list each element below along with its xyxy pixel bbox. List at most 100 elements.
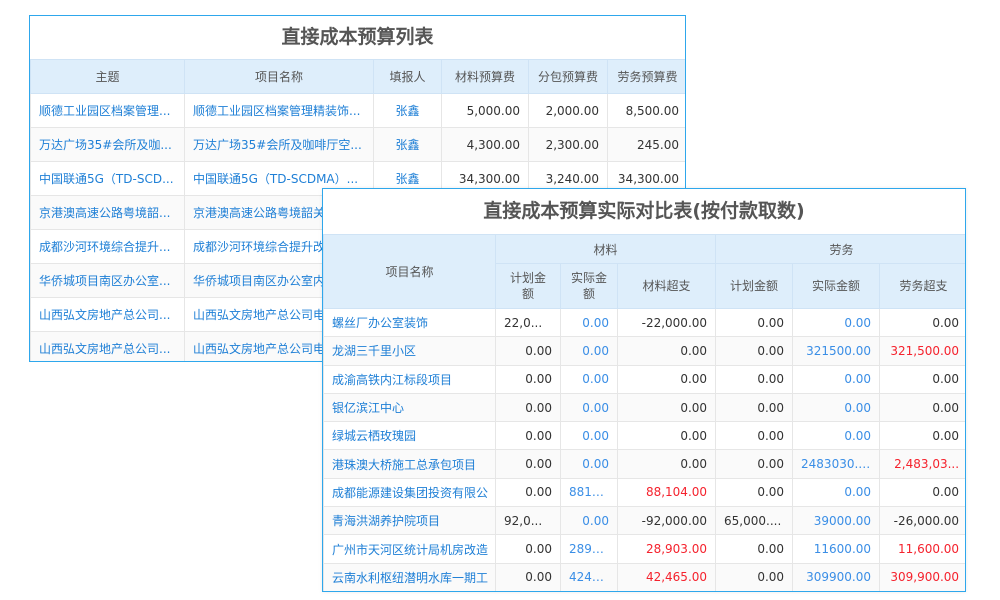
cell-la[interactable]: 11600.00	[792, 534, 881, 564]
table-row[interactable]: 港珠澳大桥施工总承包项目 0.00 0.00 0.00 0.00 2483030.00 2,…	[323, 449, 965, 479]
cell-name[interactable]: 龙湖三千里小区	[323, 336, 496, 366]
table-row[interactable]: 绿城云栖玫瑰园 0.00 0.00 0.00 0.00 0.00 0.00	[323, 421, 965, 451]
cell-la[interactable]: 309900.00	[792, 562, 881, 591]
cell-lp: 0.00	[715, 534, 794, 564]
group-header-material: 材料	[494, 234, 717, 264]
cell-mo: 0.00	[616, 364, 717, 394]
cell-name[interactable]: 银亿滨江中心	[323, 392, 496, 423]
col-header[interactable]: 分包预算费	[528, 59, 608, 94]
cell-name[interactable]: 绿城云栖玫瑰园	[323, 421, 496, 451]
cell-subject[interactable]: 顺德工业园区档案管理...	[30, 93, 185, 128]
table-row[interactable]: 成渝高铁内江标段项目 0.00 0.00 0.00 0.00 0.00 0.00	[323, 364, 965, 394]
cell-name[interactable]: 港珠澳大桥施工总承包项目	[323, 449, 496, 479]
cell-subject[interactable]: 山西弘文房地产总公司...	[30, 297, 185, 332]
group-header-labor: 劳务	[715, 234, 965, 264]
table-row[interactable]: 广州市天河区统计局机房改造0.0028903.0028,903.000.0011…	[323, 534, 965, 564]
cell-subject[interactable]: 山西弘文房地产总公司...	[30, 331, 185, 361]
cell-lp: 0.00	[715, 392, 794, 423]
cell-ma[interactable]: 0.00	[560, 392, 618, 423]
cell-lo: 309,900.00	[879, 562, 965, 591]
table-row[interactable]: 龙湖三千里小区 0.00 0.00 0.00 0.00 321500.00 321,500.…	[323, 336, 965, 366]
table-row[interactable]: 成都能源建设集团投资有限公0.0088104.0088,104.000.000.…	[323, 477, 965, 508]
cell-la[interactable]: 0.00	[792, 477, 881, 508]
cell-name[interactable]: 螺丝厂办公室装饰	[323, 307, 496, 338]
cell-ma[interactable]: 0.00	[560, 364, 618, 394]
cell-ma[interactable]: 0.00	[560, 506, 618, 536]
cell-lp: 0.00	[715, 336, 794, 366]
cell-lp: 0.00	[715, 477, 794, 508]
cell-la[interactable]: 0.00	[792, 307, 881, 338]
cell-ma[interactable]: 0.00	[560, 307, 618, 338]
col-header[interactable]: 主题	[30, 59, 185, 94]
col-header[interactable]: 材料预算费	[441, 59, 529, 94]
col-header-project-name: 项目名称	[323, 234, 496, 309]
cell-name[interactable]: 成都能源建设集团投资有限公	[323, 477, 496, 508]
cell-subject[interactable]: 华侨城项目南区办公室...	[30, 263, 185, 298]
cell-mo: 0.00	[616, 392, 717, 423]
cell-la[interactable]: 321500.00	[792, 336, 881, 366]
table-row[interactable]: 青海洪湖养护院项目 92,0... 0.00 -92,000.00 65,000....…	[323, 506, 965, 536]
cell-ma[interactable]: 88104.00	[560, 477, 618, 508]
table-row[interactable]: 顺德工业园区档案管理... 顺德工业园区档案管理精装饰... 张鑫 5,000.00 2…	[30, 93, 685, 128]
cell-mo: 0.00	[616, 336, 717, 366]
cell-ma[interactable]: 0.00	[560, 421, 618, 451]
cell-subcontract: 2,300.00	[528, 127, 608, 162]
budget-list-title: 直接成本预算列表	[281, 26, 434, 48]
cell-material: 4,300.00	[441, 127, 529, 162]
cell-mo: 88,104.00	[616, 477, 717, 508]
cell-mp: 0.00	[495, 449, 561, 479]
cell-la[interactable]: 0.00	[792, 421, 881, 451]
cell-mo: 0.00	[616, 449, 717, 479]
sub-header: 实际金额	[792, 263, 881, 309]
cell-mo: 42,465.00	[616, 562, 717, 591]
cell-lo: 2,483,03...	[879, 449, 965, 479]
cell-labor: 8,500.00	[607, 93, 685, 128]
cell-lo: -26,000.00	[879, 506, 965, 536]
col-header[interactable]: 项目名称	[184, 59, 374, 94]
col-header[interactable]: 填报人	[373, 59, 442, 94]
cell-subject[interactable]: 万达广场35#会所及咖...	[30, 127, 185, 162]
cell-project[interactable]: 万达广场35#会所及咖啡厅空...	[184, 127, 374, 162]
cell-name[interactable]: 云南水利枢纽潜明水库一期工	[323, 562, 496, 591]
cell-lo: 321,500.00	[879, 336, 965, 366]
cell-la[interactable]: 0.00	[792, 392, 881, 423]
cell-reporter[interactable]: 张鑫	[373, 127, 442, 162]
cell-la[interactable]: 39000.00	[792, 506, 881, 536]
table-row[interactable]: 万达广场35#会所及咖... 万达广场35#会所及咖啡厅空... 张鑫 4,300.0…	[30, 127, 685, 162]
cell-lp: 0.00	[715, 364, 794, 394]
table-row[interactable]: 云南水利枢纽潜明水库一期工0.0042465.0042,465.000.0030…	[323, 562, 965, 591]
cell-subject[interactable]: 中国联通5G（TD-SCD...	[30, 161, 185, 196]
cell-lo: 0.00	[879, 421, 965, 451]
sub-header: 计划金额	[715, 263, 794, 309]
cell-name[interactable]: 广州市天河区统计局机房改造	[323, 534, 496, 564]
cell-mo: -22,000.00	[616, 307, 717, 338]
cell-subject[interactable]: 成都沙河环境综合提升...	[30, 229, 185, 264]
cell-la[interactable]: 0.00	[792, 364, 881, 394]
cell-ma[interactable]: 42465.00	[560, 562, 618, 591]
cell-mp: 0.00	[495, 477, 561, 508]
cell-mp: 22,0...	[495, 307, 561, 338]
table-row[interactable]: 银亿滨江中心 0.00 0.00 0.00 0.00 0.00 0.00	[323, 392, 965, 423]
cell-lp: 0.00	[715, 562, 794, 591]
table-row[interactable]: 螺丝厂办公室装饰 22,0... 0.00 -22,000.00 0.00 0.00 0.0…	[323, 307, 965, 338]
cell-reporter[interactable]: 张鑫	[373, 93, 442, 128]
cell-lp: 0.00	[715, 421, 794, 451]
cell-lo: 0.00	[879, 392, 965, 423]
cell-lo: 11,600.00	[879, 534, 965, 564]
cell-subcontract: 2,000.00	[528, 93, 608, 128]
cell-project[interactable]: 顺德工业园区档案管理精装饰...	[184, 93, 374, 128]
cell-lo: 0.00	[879, 307, 965, 338]
cell-lp: 65,000....	[715, 506, 794, 536]
cell-mo: -92,000.00	[616, 506, 717, 536]
cell-ma[interactable]: 0.00	[560, 336, 618, 366]
cell-mp: 0.00	[495, 534, 561, 564]
cell-la[interactable]: 2483030.00	[792, 449, 881, 479]
cell-lp: 0.00	[715, 307, 794, 338]
col-header[interactable]: 劳务预算费	[607, 59, 685, 94]
cell-name[interactable]: 成渝高铁内江标段项目	[323, 364, 496, 394]
cell-name[interactable]: 青海洪湖养护院项目	[323, 506, 496, 536]
comparison-panel: 直接成本预算实际对比表(按付款取数) 项目名称 材料 劳务 计划金额 实际金额 材料…	[322, 188, 966, 592]
cell-ma[interactable]: 0.00	[560, 449, 618, 479]
cell-ma[interactable]: 28903.00	[560, 534, 618, 564]
cell-subject[interactable]: 京港澳高速公路粤境韶...	[30, 195, 185, 230]
